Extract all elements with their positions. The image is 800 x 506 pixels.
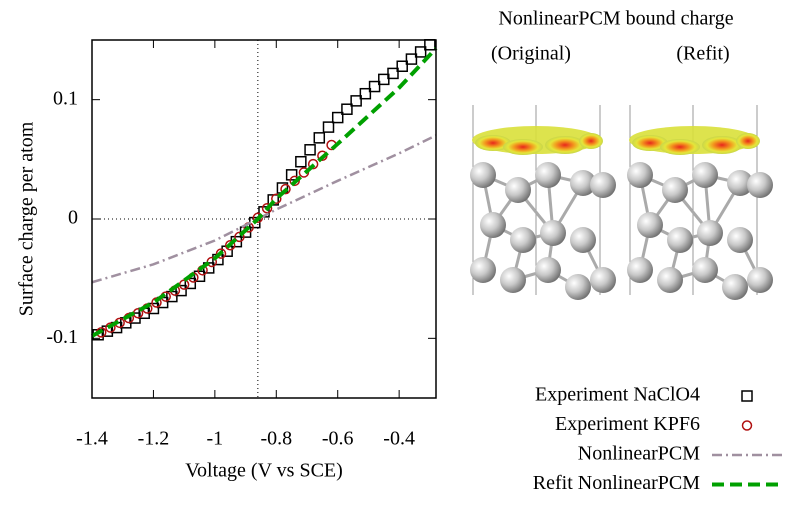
data-point [304, 144, 316, 156]
data-point [234, 231, 245, 243]
data-point [307, 158, 319, 170]
data-point [378, 73, 390, 86]
x-tick-label: -0.8 [260, 428, 292, 450]
data-point [313, 132, 326, 144]
data-point [359, 87, 372, 100]
slab-original [468, 103, 618, 302]
data-point [322, 121, 335, 133]
x-tick-label: -0.4 [383, 428, 415, 450]
data-point [387, 67, 399, 80]
data-point [280, 183, 291, 195]
data-point [341, 103, 353, 115]
data-point [295, 155, 307, 168]
x-tick-label: -1 [207, 428, 224, 450]
data-point [350, 95, 362, 107]
data-point [215, 248, 227, 259]
series-line [91, 46, 438, 338]
data-point [178, 279, 190, 290]
y-axis-title: Surface charge per atom [16, 121, 38, 316]
legend-label: Experiment KPF6 [555, 413, 700, 435]
legend-label: Experiment NaClO4 [535, 384, 700, 406]
panel-title: NonlinearPCM bound charge [498, 8, 733, 30]
panel-label: (Refit) [676, 43, 729, 65]
panel-label: (Original) [491, 43, 571, 65]
legend-marker [741, 390, 753, 402]
data-point [193, 270, 206, 283]
data-point [147, 302, 160, 315]
data-point [414, 46, 427, 58]
plot-frame [91, 39, 437, 399]
data-point [405, 53, 418, 65]
y-tick-label: -0.1 [46, 326, 78, 348]
legend-label: Refit NonlinearPCM [533, 472, 700, 494]
y-tick-label: 0 [68, 207, 78, 229]
data-point [175, 284, 187, 297]
x-axis-title: Voltage (V vs SCE) [185, 460, 343, 482]
x-tick-label: -1.2 [138, 428, 170, 450]
data-point [224, 240, 236, 251]
data-point [261, 203, 273, 214]
legend-label: NonlinearPCM [578, 443, 700, 465]
legend-marker [741, 420, 753, 431]
x-tick-label: -0.6 [322, 428, 354, 450]
x-tick-label: -1.4 [76, 428, 108, 450]
data-point [271, 193, 282, 204]
series-line [91, 134, 437, 284]
y-tick-label: 0.1 [53, 87, 78, 109]
slab-refit [625, 103, 775, 302]
data-point [396, 60, 408, 73]
data-point [285, 169, 298, 181]
data-point [368, 80, 381, 93]
data-point [105, 322, 116, 333]
data-point [331, 111, 344, 124]
